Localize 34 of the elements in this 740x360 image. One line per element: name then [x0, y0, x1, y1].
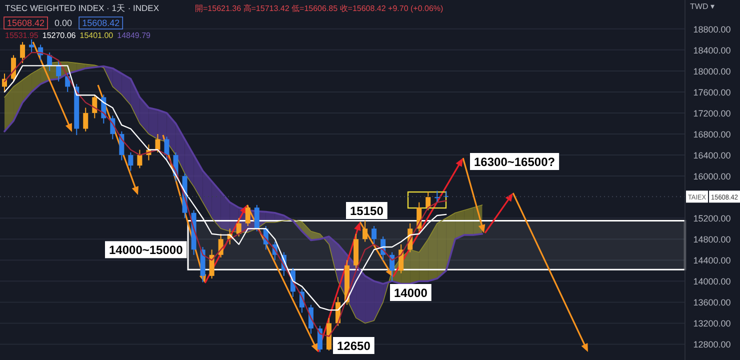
annotation: 16300~16500?	[474, 155, 556, 169]
y-tick-label: 14800.00	[693, 234, 731, 245]
band-label: 14000~15000	[109, 243, 184, 258]
annotation: 14000	[394, 286, 428, 300]
y-tick-label: 14000.00	[693, 276, 731, 287]
y-tick-label: 12800.00	[693, 340, 731, 350]
label: 12650	[333, 337, 374, 354]
label: 14000	[390, 284, 432, 301]
y-tick-label: 15200.00	[693, 214, 731, 224]
y-tick-label: 13600.00	[693, 298, 731, 308]
annotation: 15401.00	[80, 31, 114, 40]
annotation: 12650	[337, 339, 371, 353]
annotation: 15150	[350, 204, 384, 218]
y-tick-label: 17200.00	[693, 108, 731, 118]
annotation: 15270.06	[42, 31, 76, 40]
y-tick-label: 16000.00	[693, 172, 731, 182]
annotation: 15608.42	[82, 18, 120, 28]
text: TWD ▾	[690, 2, 714, 11]
annotation: 14849.79	[117, 31, 152, 40]
y-tick-label: 18400.00	[693, 45, 731, 56]
y-tick-label: 16800.00	[693, 130, 731, 140]
chart-title: TSEC WEIGHTED INDEX · 1天 · INDEX	[5, 3, 160, 13]
label: 16300~16500?	[470, 153, 560, 170]
y-tick-label: 16400.00	[693, 150, 731, 161]
y-tick-label: 14400.00	[693, 256, 731, 266]
label: 15150	[346, 202, 388, 219]
y-tick-label: 18800.00	[693, 24, 731, 34]
y-tick-label: 18000.00	[693, 66, 731, 76]
y-tick-label: 17600.00	[693, 87, 731, 98]
annotation: 0.00	[54, 18, 72, 28]
text: 開=15621.36 高=15713.42 低=15606.85 收=15608.42 +9.70 (+0.06%)	[195, 4, 444, 13]
annotation: 15531.95	[5, 31, 39, 40]
annotation: 15608.42	[7, 18, 45, 28]
y-tick-label: 13200.00	[693, 318, 731, 329]
